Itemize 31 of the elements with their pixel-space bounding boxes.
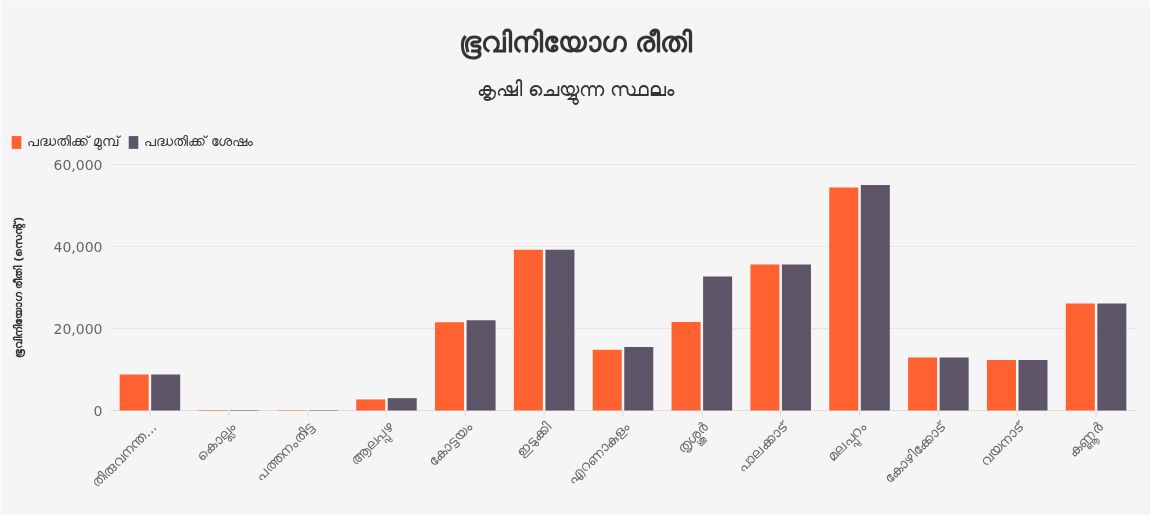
bar xyxy=(671,321,701,411)
bar xyxy=(624,346,654,411)
bar xyxy=(1097,303,1127,411)
y-tick-label: 60,000 xyxy=(53,156,103,173)
bar xyxy=(466,320,496,411)
bar xyxy=(908,357,938,411)
bar xyxy=(545,249,575,411)
y-tick-label: 20,000 xyxy=(53,320,103,337)
bar xyxy=(703,276,733,411)
bar xyxy=(860,185,890,411)
bar xyxy=(1018,360,1048,411)
y-axis-title: ഭൂവിനിയോഗ രീതി (സെന്റ്) xyxy=(12,216,26,359)
y-tick-label: 0 xyxy=(93,402,103,419)
y-tick-label: 40,000 xyxy=(53,238,103,255)
bar xyxy=(939,357,969,411)
bar xyxy=(356,399,386,411)
chart-title: ഭൂവിനിയോഗ രീതി xyxy=(458,26,694,60)
bar xyxy=(781,264,811,411)
legend-label: പദ്ധതിക്ക് മുമ്പ് xyxy=(27,133,120,150)
bar xyxy=(513,249,543,411)
bar xyxy=(1065,303,1095,411)
bar xyxy=(592,349,622,411)
bar xyxy=(151,374,181,411)
bar xyxy=(829,187,859,411)
bar xyxy=(435,322,465,411)
bar xyxy=(986,360,1016,411)
chart-subtitle: കൃഷി ചെയ്യുന്ന സ്ഥലം xyxy=(476,76,676,105)
bar xyxy=(119,374,149,411)
bar xyxy=(387,398,417,411)
legend-label: പദ്ധതിക്ക് ശേഷം xyxy=(144,133,253,150)
bar xyxy=(750,264,780,411)
